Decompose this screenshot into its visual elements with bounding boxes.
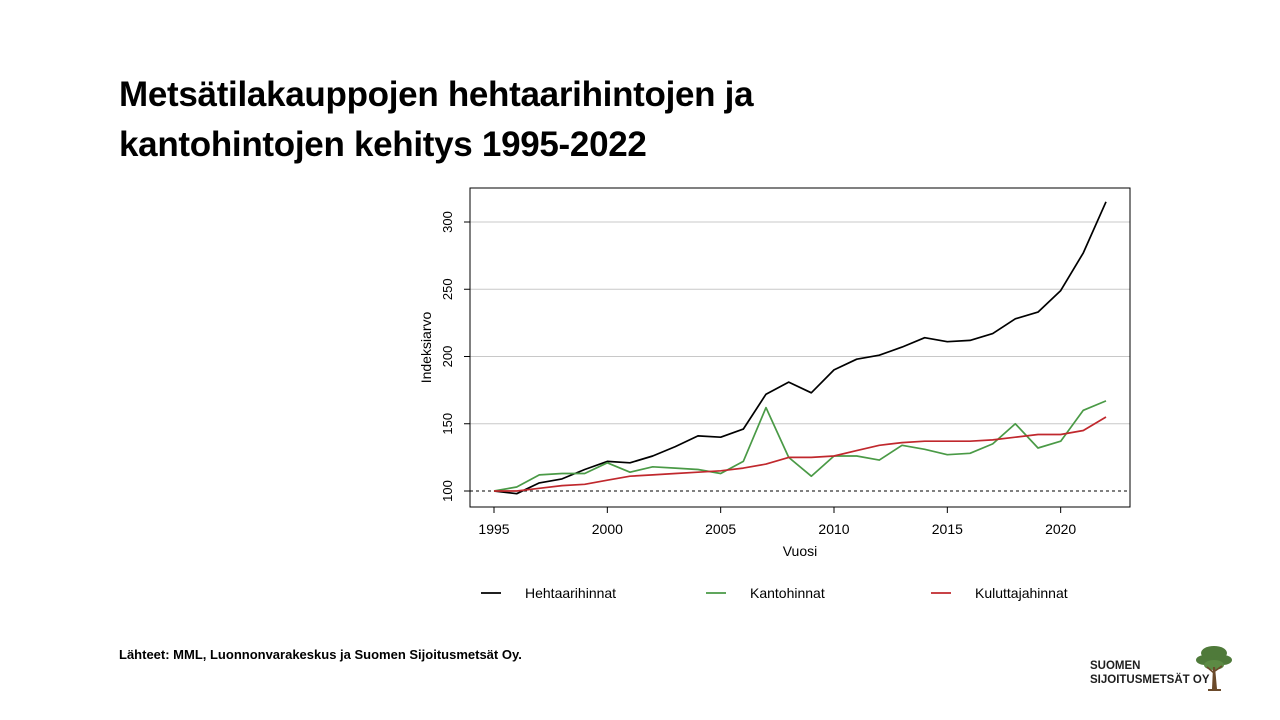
legend-label-kantohinnat: Kantohinnat [750, 585, 825, 601]
axes: 100 150 200 250 300 1995 2000 2005 2010 2015 2020 V… [418, 211, 1076, 559]
y-tick-label: 100 [440, 480, 455, 502]
legend-label-kuluttajahinnat: Kuluttajahinnat [975, 585, 1068, 601]
title-line-2: kantohintojen kehitys 1995-2022 [119, 125, 647, 164]
plot-frame [469, 187, 1131, 508]
x-tick-label: 2010 [818, 521, 849, 537]
x-axis-label: Vuosi [783, 543, 818, 559]
y-tick-label: 200 [440, 346, 455, 368]
y-tick-label: 250 [440, 278, 455, 300]
series-lines [493, 201, 1107, 495]
y-tick-label: 300 [440, 211, 455, 233]
legend-label-hehtaarihinnat: Hehtaarihinnat [525, 585, 616, 601]
company-logo: SUOMEN SIJOITUSMETSÄT OY [1090, 643, 1240, 695]
y-axis-label: Indeksiarvo [418, 311, 434, 383]
x-tick-label: 2005 [705, 521, 736, 537]
series-line-kantohinnat [493, 400, 1107, 492]
chart-legend: Hehtaarihinnat Kantohinnat Kuluttajahinnat [481, 585, 1068, 601]
logo-text-line-1: SUOMEN [1090, 660, 1141, 672]
grid-lines [470, 221, 1130, 492]
source-note: Lähteet: MML, Luonnonvarakeskus ja Suome… [119, 647, 522, 662]
series-line-kuluttajahinnat [494, 416, 1107, 492]
x-tick-label: 2020 [1045, 521, 1076, 537]
y-tick-label: 150 [440, 413, 455, 435]
logo-text: SUOMEN SIJOITUSMETSÄT OY [1090, 659, 1210, 687]
slide-title: Metsätilakauppojen hehtaarihintojen ja k… [119, 70, 1019, 170]
series-line-hehtaarihinnat [493, 201, 1107, 495]
title-line-1: Metsätilakauppojen hehtaarihintojen ja [119, 75, 754, 114]
x-tick-label: 2015 [932, 521, 963, 537]
logo-text-line-2: SIJOITUSMETSÄT OY [1090, 674, 1210, 686]
x-tick-label: 2000 [592, 521, 623, 537]
tree-icon [1196, 646, 1232, 691]
x-tick-label: 1995 [478, 521, 509, 537]
